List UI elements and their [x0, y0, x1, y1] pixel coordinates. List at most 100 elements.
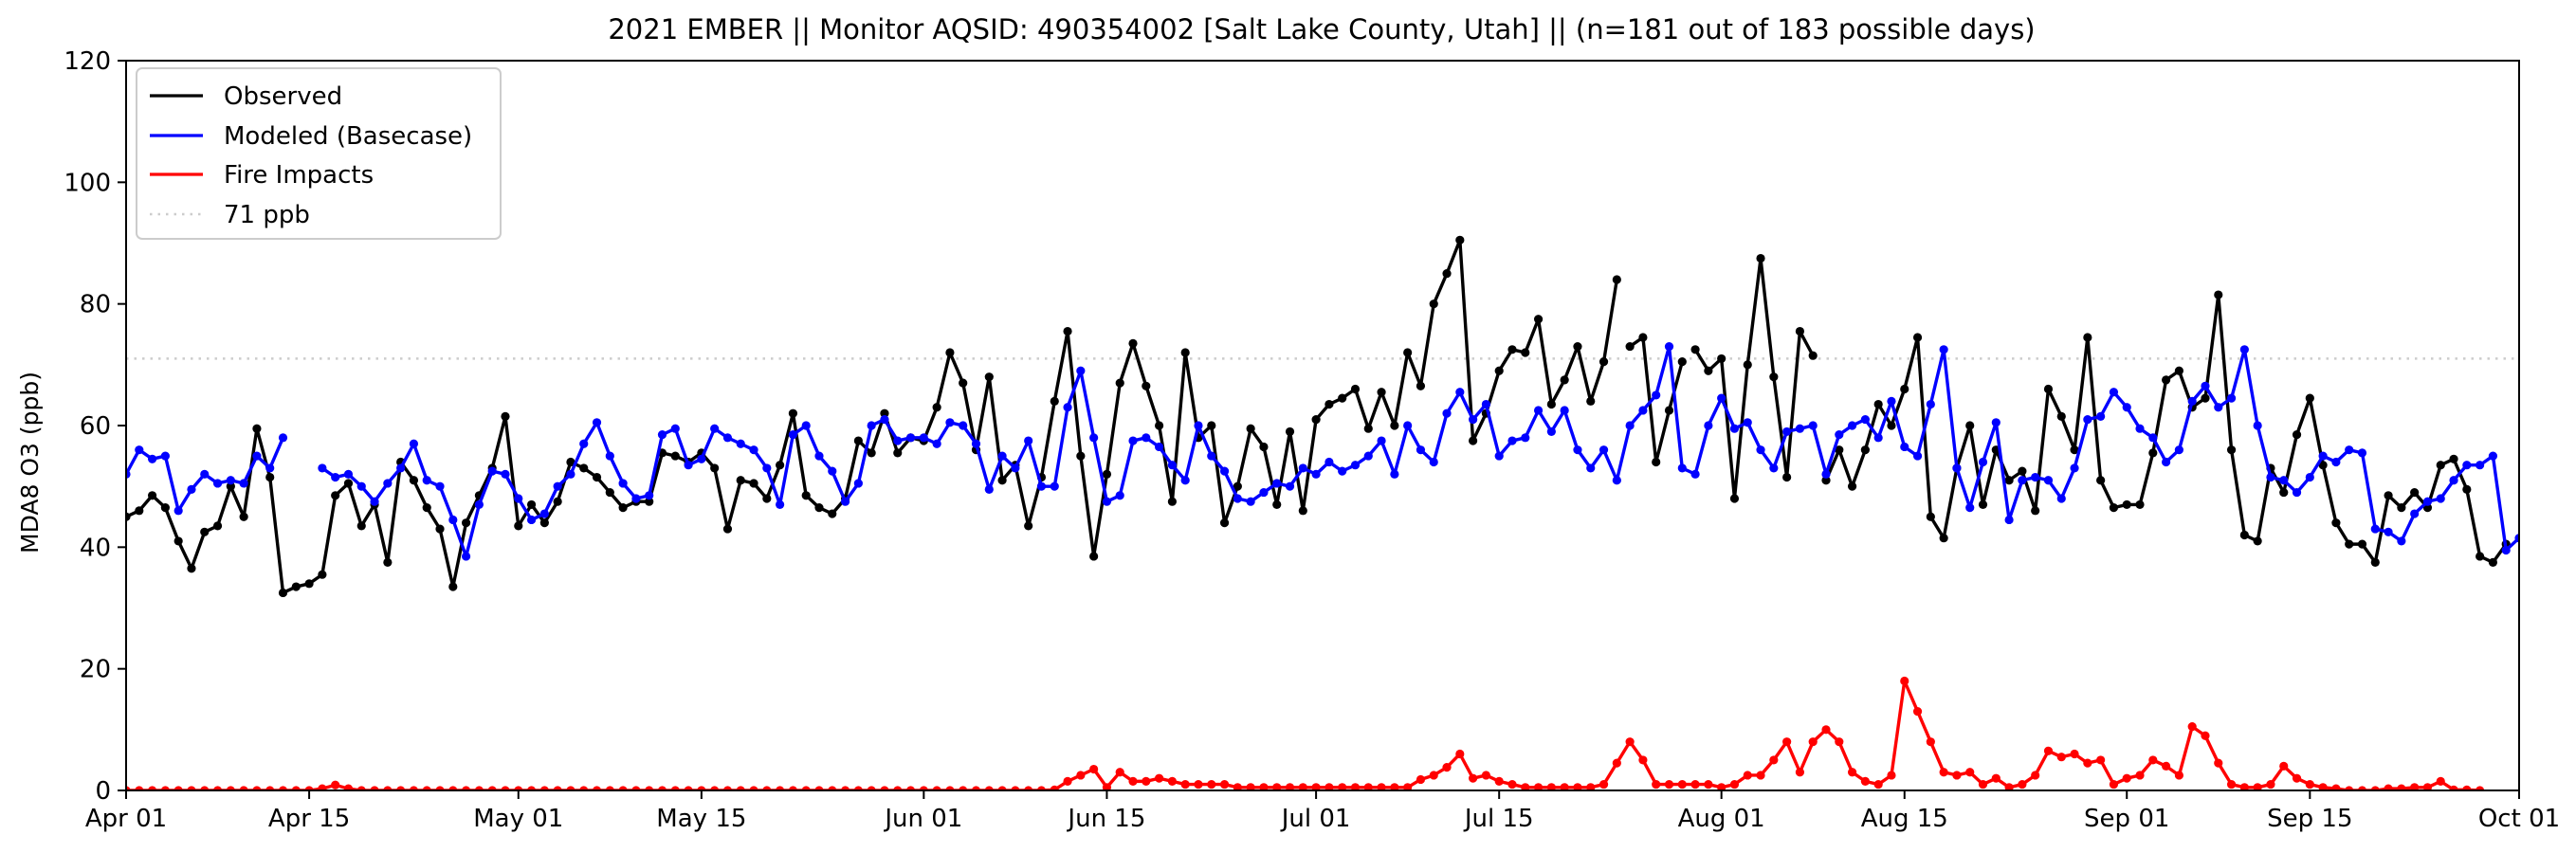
data-point	[2331, 457, 2341, 467]
data-point	[1233, 783, 1242, 790]
data-point	[697, 454, 706, 463]
data-point	[1847, 768, 1857, 777]
data-point	[1377, 388, 1386, 397]
data-point	[1494, 776, 1504, 786]
data-point	[1573, 341, 1582, 352]
data-point	[1835, 737, 1844, 747]
data-point	[579, 463, 589, 473]
data-point	[1847, 481, 1857, 491]
data-point	[1625, 421, 1635, 430]
data-point	[226, 481, 235, 491]
y-tick-label: 100	[64, 169, 111, 197]
data-point	[291, 582, 301, 591]
data-point	[880, 408, 889, 418]
data-point	[1612, 275, 1621, 284]
data-point	[1521, 783, 1530, 790]
data-point	[487, 466, 497, 476]
data-point	[1298, 463, 1307, 473]
x-tick-label: Apr 15	[268, 805, 350, 833]
data-point	[462, 518, 471, 528]
data-point	[1821, 476, 1831, 485]
data-point	[1076, 451, 1086, 461]
data-point	[1155, 442, 1164, 452]
data-point	[1377, 436, 1386, 445]
data-point	[187, 564, 196, 573]
data-point	[776, 786, 785, 790]
data-point	[2226, 779, 2237, 789]
data-point	[1690, 469, 1700, 479]
legend: Observed Modeled (Basecase) Fire Impacts…	[136, 67, 502, 240]
data-point	[1912, 451, 1923, 461]
data-point	[853, 436, 863, 445]
data-point	[514, 786, 523, 790]
data-point	[462, 552, 471, 561]
data-point	[2422, 497, 2433, 506]
data-point	[1167, 776, 1177, 786]
data-point	[2266, 779, 2275, 789]
data-point	[1652, 390, 1661, 400]
data-point	[984, 786, 994, 790]
data-point	[2422, 783, 2433, 790]
data-point	[1795, 768, 1805, 777]
data-point	[1390, 421, 1399, 430]
data-point	[2462, 484, 2472, 494]
data-point	[1560, 783, 1569, 790]
data-point	[1507, 345, 1517, 354]
data-point	[1599, 779, 1609, 789]
data-point	[1769, 463, 1779, 473]
data-point	[1142, 776, 1151, 786]
legend-label-modeled: Modeled (Basecase)	[224, 122, 472, 151]
data-point	[265, 463, 275, 473]
data-point	[2266, 472, 2275, 482]
data-point	[2148, 448, 2158, 458]
data-point	[1050, 785, 1059, 790]
data-point	[539, 509, 549, 518]
data-point	[126, 469, 131, 479]
y-tick-label: 80	[80, 291, 111, 319]
data-point	[226, 476, 235, 485]
data-point	[684, 786, 693, 790]
data-point	[2397, 503, 2406, 513]
data-point	[1533, 315, 1544, 324]
data-point	[645, 491, 654, 500]
data-point	[814, 503, 824, 513]
data-point	[893, 786, 903, 790]
data-point	[331, 780, 340, 789]
data-point	[526, 515, 537, 525]
data-point	[1887, 396, 1896, 406]
data-point	[1481, 771, 1490, 780]
y-tick-label: 120	[64, 47, 111, 76]
data-point	[422, 503, 431, 513]
data-point	[2162, 375, 2171, 385]
x-tick-label: Sep 01	[2084, 805, 2169, 833]
data-point	[1652, 457, 1661, 467]
data-point	[1546, 399, 1556, 409]
data-point	[2187, 722, 2197, 732]
data-point	[657, 430, 667, 440]
data-point	[1926, 399, 1935, 409]
data-point	[1939, 534, 1948, 543]
data-point	[147, 454, 157, 463]
data-point	[135, 506, 144, 516]
data-point	[1403, 783, 1413, 790]
data-point	[383, 479, 393, 488]
data-point	[501, 786, 510, 790]
data-point	[1442, 408, 1452, 418]
data-point	[1298, 783, 1307, 790]
data-point	[2318, 451, 2328, 461]
data-point	[1416, 774, 1426, 785]
data-point	[1573, 783, 1582, 790]
data-point	[762, 494, 772, 503]
data-point	[2004, 783, 2014, 790]
data-point	[2397, 536, 2406, 546]
data-point	[605, 451, 614, 461]
data-point	[631, 786, 641, 790]
data-point	[239, 786, 248, 790]
data-point	[2449, 476, 2458, 485]
data-point	[1638, 406, 1648, 415]
data-point	[1102, 497, 1112, 506]
data-point	[2253, 536, 2262, 546]
data-point	[1311, 414, 1321, 425]
data-point	[160, 786, 170, 790]
data-point	[200, 527, 210, 536]
